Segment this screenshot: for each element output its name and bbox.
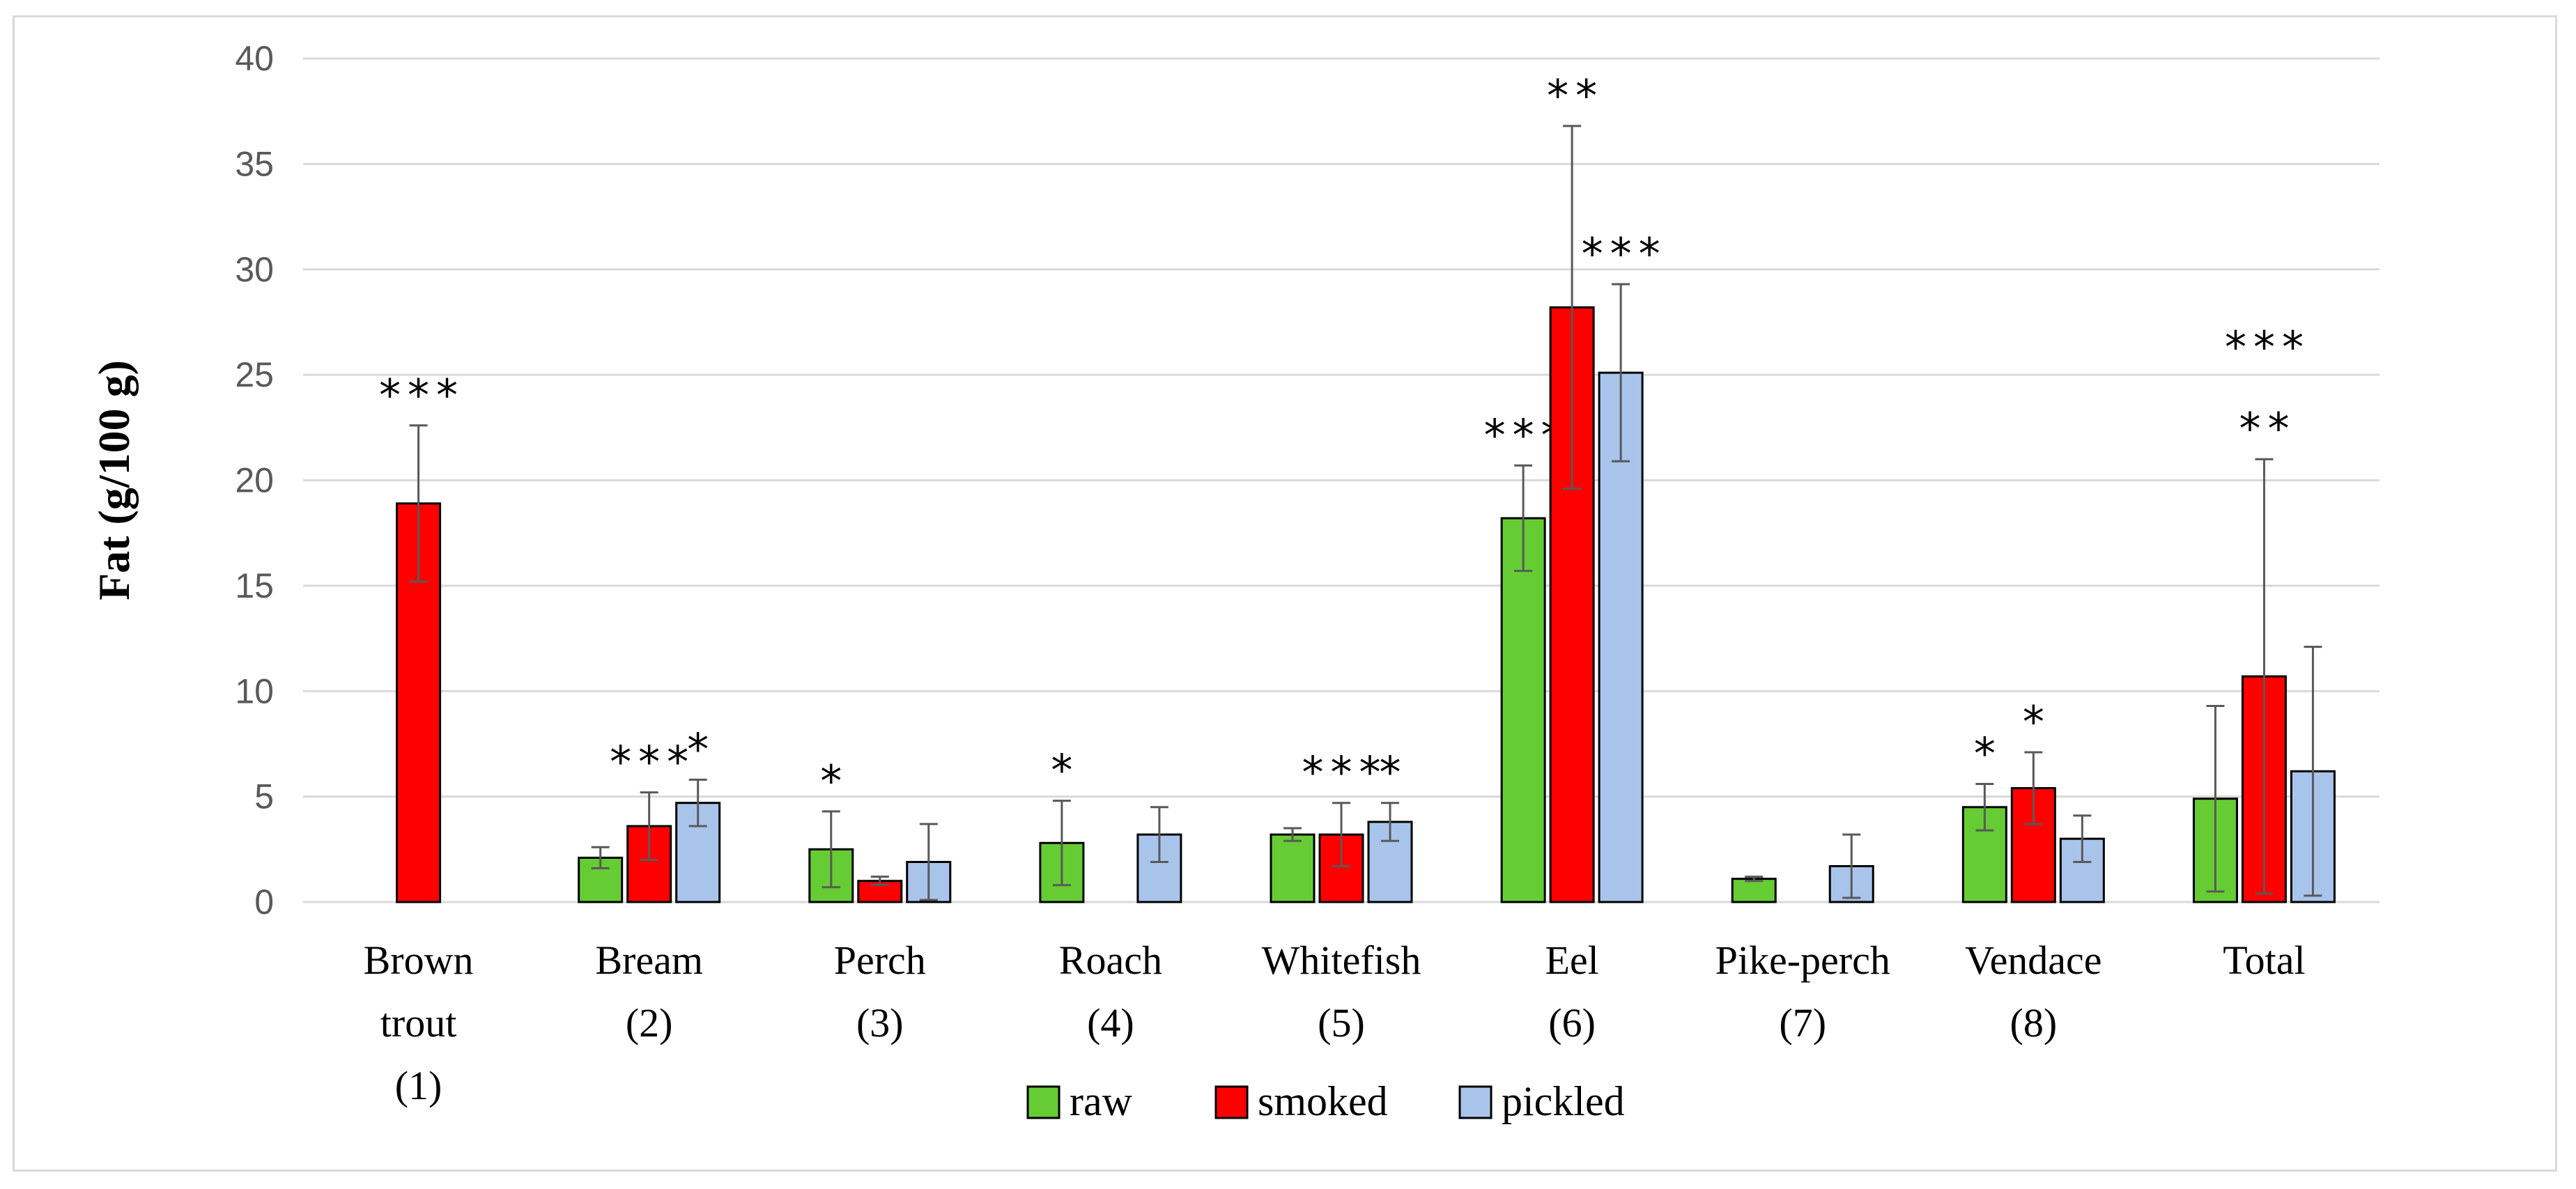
significance-label: ** (2239, 403, 2296, 454)
legend-swatch-raw (1026, 1085, 1061, 1119)
x-category-label: Bream (595, 938, 703, 983)
x-category-label: Brown (364, 938, 474, 983)
x-category-label: (1) (395, 1063, 442, 1108)
significance-label: * (1974, 728, 2003, 779)
significance-label: ** (1547, 70, 1604, 121)
x-category-label: (6) (1548, 1000, 1596, 1046)
x-category-label: Total (2223, 938, 2305, 983)
x-category-label: Eel (1545, 938, 1598, 983)
legend-swatch-smoked (1214, 1085, 1249, 1119)
y-axis-label: Fat (g/100 g) (89, 360, 139, 600)
y-tick-label: 25 (235, 355, 274, 394)
significance-label: * (1380, 747, 1408, 798)
x-category-label: (2) (626, 1000, 673, 1046)
bar-raw (1270, 833, 1316, 903)
x-category-label: Roach (1059, 938, 1162, 983)
x-category-label: trout (380, 1000, 457, 1046)
x-category-label: Whitefish (1262, 938, 1421, 983)
legend-label-pickled: pickled (1502, 1078, 1625, 1124)
x-category-label: (3) (856, 1000, 904, 1046)
significance-label: *** (2225, 322, 2311, 373)
significance-label: *** (379, 370, 465, 421)
y-tick-label: 5 (254, 777, 274, 816)
x-category-label: (5) (1318, 1000, 1365, 1046)
y-tick-label: 40 (235, 39, 274, 78)
bar-raw (1731, 878, 1777, 903)
x-category-label: (8) (2010, 1000, 2058, 1046)
legend-label-raw: raw (1070, 1078, 1133, 1124)
x-category-label: Perch (834, 938, 926, 983)
significance-label: * (687, 724, 716, 775)
y-tick-label: 35 (235, 144, 274, 183)
x-category-label: (7) (1779, 1000, 1826, 1046)
y-tick-label: 0 (254, 883, 274, 922)
significance-label: *** (610, 737, 695, 788)
y-tick-label: 15 (235, 566, 274, 605)
x-category-label: Vendace (1965, 938, 2101, 983)
legend-label-smoked: smoked (1258, 1078, 1388, 1124)
significance-label: *** (1302, 747, 1388, 798)
significance-label: * (2023, 697, 2051, 747)
significance-label: *** (1582, 228, 1667, 279)
y-tick-label: 10 (235, 671, 274, 710)
x-category-label: Pike-perch (1715, 938, 1890, 983)
y-tick-label: 20 (235, 461, 274, 500)
legend-swatch-pickled (1458, 1085, 1493, 1119)
x-category-label: (4) (1087, 1000, 1134, 1046)
significance-label: * (1051, 745, 1079, 796)
significance-label: * (820, 756, 849, 807)
y-tick-label: 30 (235, 250, 274, 289)
bar-raw (1500, 517, 1546, 903)
